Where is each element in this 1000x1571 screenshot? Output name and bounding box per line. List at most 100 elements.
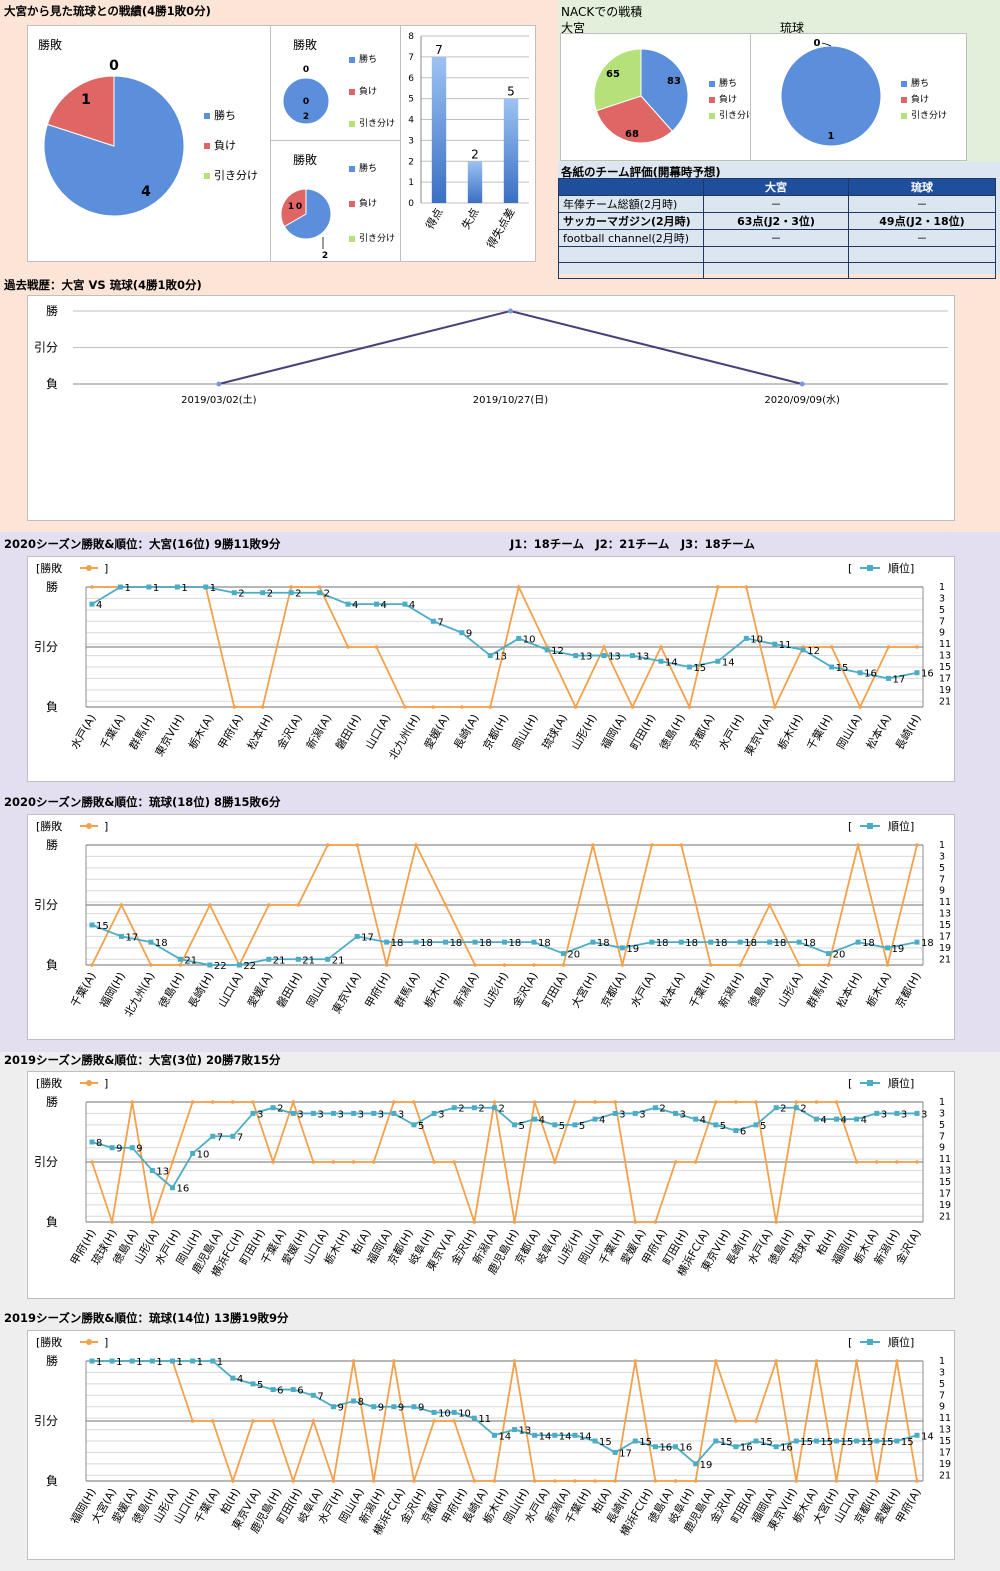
- rank-point: [413, 939, 419, 945]
- x-tick-label: 2020/09/09(水): [764, 394, 840, 406]
- pie-slice: [593, 48, 642, 112]
- rank-point: [678, 939, 684, 945]
- rank-point: [169, 1185, 175, 1191]
- rank-value-label: 15: [881, 1437, 894, 1448]
- rank-point: [632, 1438, 638, 1444]
- result-point: [149, 963, 153, 967]
- result-point: [532, 1479, 537, 1483]
- rank-point: [411, 1404, 417, 1410]
- rank-point: [544, 647, 550, 653]
- rank-point: [800, 647, 806, 653]
- rank-value-label: 11: [779, 640, 792, 651]
- x-tick-label: 金沢(A): [509, 970, 540, 1010]
- rank-point: [236, 962, 242, 968]
- rank-tick-label: 5: [939, 605, 945, 616]
- rank-value-label: 3: [297, 1109, 303, 1120]
- result-point: [431, 705, 436, 709]
- rank-tick-label: 9: [939, 628, 945, 639]
- result-point: [291, 1479, 296, 1483]
- result-point: [371, 1479, 376, 1483]
- rank-point: [431, 1409, 437, 1415]
- result-axis-label: 引分: [34, 1414, 58, 1428]
- result-point: [856, 843, 860, 847]
- rank-point: [793, 1105, 799, 1111]
- rank-point: [310, 1110, 316, 1116]
- result-point: [432, 1160, 436, 1164]
- result-point: [452, 1160, 456, 1164]
- result-point: [512, 1359, 517, 1363]
- rank-point: [713, 1122, 719, 1128]
- rank-value-label: 14: [921, 1431, 934, 1442]
- rank-point: [552, 1122, 558, 1128]
- result-point: [130, 1100, 135, 1104]
- result-point: [772, 705, 777, 709]
- result-legend-marker: [86, 565, 92, 571]
- rank-tick-label: 19: [939, 1200, 951, 1211]
- rank-value-label: 16: [864, 669, 877, 680]
- x-tick-label: 栃木(H): [421, 970, 453, 1011]
- rank-value-label: 1: [197, 1357, 203, 1368]
- rank-point: [693, 1461, 699, 1467]
- rank-value-label: 1: [176, 1357, 182, 1368]
- rank-value-label: 4: [380, 600, 386, 611]
- rank-point: [914, 939, 920, 945]
- pie-slice: [282, 77, 330, 125]
- rank-point: [652, 1444, 658, 1450]
- x-tick-label: 福岡(A): [598, 712, 629, 752]
- rank-value-label: 12: [551, 646, 564, 657]
- x-tick-label: 長崎(H): [892, 712, 924, 753]
- result-point: [767, 903, 772, 907]
- rank-value-label: 1: [116, 1357, 122, 1368]
- x-tick-label: 福岡(H): [97, 970, 129, 1011]
- big-pie-chart: 4 1 0: [43, 58, 185, 217]
- rank-value-label: 18: [656, 938, 669, 949]
- result-point: [613, 1100, 617, 1104]
- result-point: [693, 1160, 698, 1164]
- big-pie-legend: 勝ち 負け 引き分け: [204, 110, 258, 200]
- rank-point: [772, 641, 778, 647]
- rank-value-label: 18: [774, 938, 787, 949]
- rank-value-label: 4: [861, 1115, 867, 1126]
- result-legend-marker: [86, 1080, 92, 1086]
- rank-value-label: 22: [243, 961, 256, 972]
- leader-line: [821, 42, 832, 47]
- rank-tick-label: 9: [939, 1143, 945, 1154]
- rank-point: [573, 653, 579, 659]
- x-tick-label: 岡山(A): [834, 712, 864, 752]
- rank-value-label: 19: [626, 944, 639, 955]
- result-point: [633, 1359, 638, 1363]
- result-point: [915, 645, 919, 649]
- result-point: [190, 1419, 195, 1423]
- rank-point: [451, 1409, 457, 1415]
- result-point: [602, 645, 606, 649]
- rank-tick-label: 3: [939, 1367, 945, 1378]
- rank-legend-label: [: [848, 1077, 852, 1090]
- eval-row: football channel(2月時) －－: [558, 229, 996, 247]
- rank-point: [451, 1105, 457, 1111]
- x-tick-label: 長崎(A): [450, 712, 481, 752]
- rank-value-label: 3: [438, 1109, 444, 1120]
- result-point: [251, 1100, 255, 1104]
- rank-legend-marker: [867, 565, 873, 571]
- rank-point: [829, 664, 835, 670]
- result-point: [473, 963, 477, 967]
- rank-value-label: 15: [861, 1437, 874, 1448]
- result-point: [829, 645, 834, 649]
- pie-label: 68: [625, 129, 639, 140]
- x-tick-label: 愛媛(A): [421, 712, 452, 752]
- x-tick-label: 失点: [459, 206, 481, 232]
- rank-point: [826, 951, 832, 957]
- rank-point: [512, 1427, 518, 1433]
- rank-value-label: 12: [807, 646, 820, 657]
- result-point: [532, 963, 536, 967]
- rank-value-label: 18: [479, 938, 492, 949]
- x-tick-label: 磐田(H): [273, 970, 305, 1011]
- rank-point: [148, 939, 154, 945]
- rank-point: [894, 1110, 900, 1116]
- result-point: [754, 1100, 758, 1104]
- rank-value-label: 9: [136, 1144, 142, 1155]
- pie-slice: [595, 95, 673, 144]
- y-tick-label: 6: [408, 74, 414, 84]
- result-point: [650, 843, 654, 847]
